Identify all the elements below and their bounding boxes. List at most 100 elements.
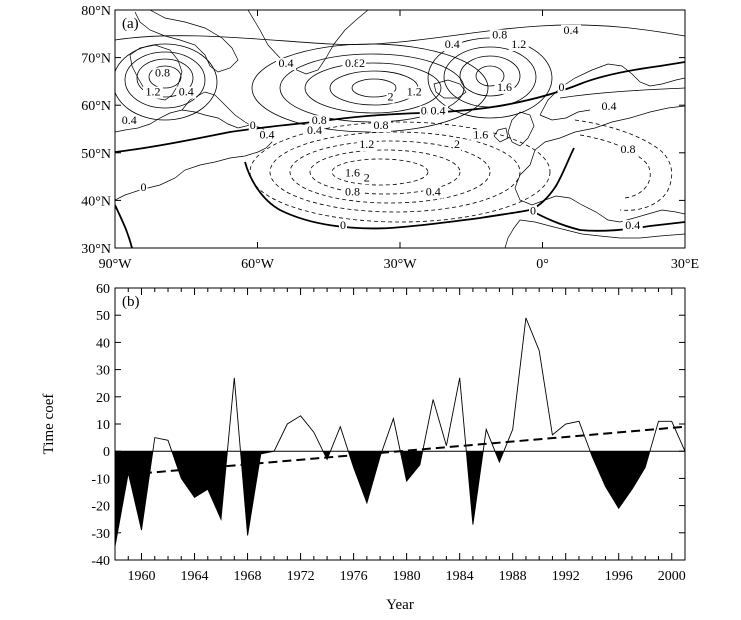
contour-pos-ice-4: [475, 65, 505, 87]
contour-label: 0: [421, 104, 427, 118]
zero-contours: [115, 61, 685, 248]
contour-neg-5: [331, 158, 429, 186]
contour-label: 0.8: [345, 56, 360, 70]
chart-axes: 60 50 40 30 20 10 0 -10 -20 -30 -40 1960 1964 1968 197…: [91, 282, 685, 584]
panel-a-label: (a): [122, 16, 139, 32]
contour-label: 0.8: [312, 113, 327, 127]
x-tick-label: 1960: [128, 569, 156, 584]
contour-label-bg: [119, 115, 140, 128]
contour-pos-lab-2: [124, 51, 206, 109]
contour-label: 0.4: [279, 56, 294, 70]
contour-label-bg: [276, 58, 296, 71]
coastline-british-isles: [493, 111, 535, 147]
lon-tick-label: 60°W: [241, 257, 275, 272]
contour-zero-south: [244, 147, 575, 230]
contour-label-bg: [304, 124, 325, 137]
lon-tick-label: 30°E: [671, 257, 699, 272]
coastline-africa: [504, 219, 521, 248]
lat-tick-label: 40°N: [81, 194, 111, 209]
contour-pos-lab-1: [115, 43, 218, 121]
contour-label-bg: [143, 86, 163, 99]
coastline-baffin: [134, 10, 239, 73]
contour-label: 2: [359, 56, 365, 70]
contour-label-bg: [561, 24, 581, 37]
contour-neg-1: [249, 121, 551, 223]
contour-label-bg: [342, 58, 363, 71]
y-tick-label: 40: [96, 336, 110, 351]
contour-label-bg: [470, 129, 491, 142]
panel-b-chart: (b) 60 50 40 30 20 10 0 -10 -20 -30 -40 1960 1964 196…: [41, 282, 686, 613]
x-tick-label: 1972: [287, 569, 315, 584]
x-tick-label: 1992: [552, 569, 580, 584]
contour-neg-2: [269, 131, 521, 213]
contour-label: 0.4: [625, 218, 640, 232]
negative-area: [495, 451, 504, 463]
y-tick-label: -20: [91, 500, 110, 515]
contour-label-bg: [356, 139, 377, 152]
contour-zero-east: [529, 209, 685, 232]
map-plot-area: 0.40.81.20.40.40.8 20.40.81.20.41.62 1.2 00…: [115, 10, 685, 248]
contour-pos-band-north: [115, 24, 685, 45]
lat-tick-label: 60°N: [81, 99, 111, 114]
contour-label-bg: [386, 91, 395, 104]
contour-pos-band-ne: [559, 87, 685, 99]
contour-label-bg: [248, 120, 257, 132]
x-tick-label: 2000: [658, 569, 686, 584]
lat-tick-label: 80°N: [81, 4, 111, 19]
contour-label-bg: [618, 143, 638, 156]
y-axis-label: Time coef: [41, 394, 57, 455]
lat-tick-label: 50°N: [81, 147, 111, 162]
y-tick-label: 30: [96, 364, 110, 379]
y-tick-label: -30: [91, 527, 110, 542]
contour-label-bg: [419, 105, 428, 118]
contour-label-bg: [176, 86, 197, 99]
contour-label: 0.4: [431, 104, 446, 118]
contour-label-bg: [362, 172, 371, 185]
contour-neg-east-1: [574, 119, 673, 211]
lat-tick-label: 70°N: [81, 52, 111, 67]
trend-line: [114, 425, 686, 477]
x-tick-label: 1976: [340, 569, 368, 584]
negative-area: [171, 451, 228, 520]
contour-label-bg: [489, 29, 510, 42]
x-tick-label: 1996: [605, 569, 633, 584]
coastline-greenland: [247, 10, 369, 75]
contour-label: 0: [340, 218, 346, 232]
negative-area: [590, 451, 650, 509]
x-tick-label: 1980: [393, 569, 421, 584]
contour-label-bg: [339, 219, 347, 232]
contour-label: 0.8: [155, 66, 170, 80]
y-tick-label: 60: [96, 282, 110, 297]
y-tick-label: -10: [91, 472, 110, 487]
x-tick-label: 1968: [234, 569, 262, 584]
contour-label-bg: [423, 186, 444, 199]
contour-label: 1.2: [146, 85, 161, 99]
contour-label: 1.2: [511, 37, 526, 51]
contour-label: 1.6: [497, 80, 512, 94]
contour-neg-3: [289, 140, 491, 204]
contour-neg-4: [309, 149, 461, 195]
negative-area: [115, 451, 153, 547]
series-line: [114, 317, 686, 547]
contour-label: 0.8: [345, 185, 360, 199]
contour-label: 0.4: [426, 185, 441, 199]
contour-label-bg: [342, 167, 363, 180]
contour-label-bg: [257, 129, 277, 142]
x-tick-label: 1964: [181, 569, 209, 584]
contour-label: 0.4: [564, 23, 579, 37]
x-tick-label: 1988: [499, 569, 527, 584]
y-tick-label: 50: [96, 309, 110, 324]
contour-label-bg: [358, 58, 366, 71]
y-tick-label: 0: [103, 445, 110, 460]
negative-area: [400, 451, 423, 482]
contour-label: 0.4: [179, 85, 194, 99]
contour-label: 1.2: [407, 85, 422, 99]
lon-tick-label: 90°W: [99, 257, 133, 272]
map-axes: 80°N 70°N 60°N 50°N 40°N 30°N90°W 60°W 30°W 0° 30…: [81, 4, 699, 272]
contour-label: 0: [141, 180, 147, 194]
x-axis-label: Year: [386, 597, 414, 613]
contour-label: 0.8: [492, 28, 507, 42]
panel-a-map: 0.40.81.20.40.40.8 20.40.81.20.41.62 1.2 00…: [81, 4, 699, 272]
contour-label-bg: [508, 39, 529, 52]
